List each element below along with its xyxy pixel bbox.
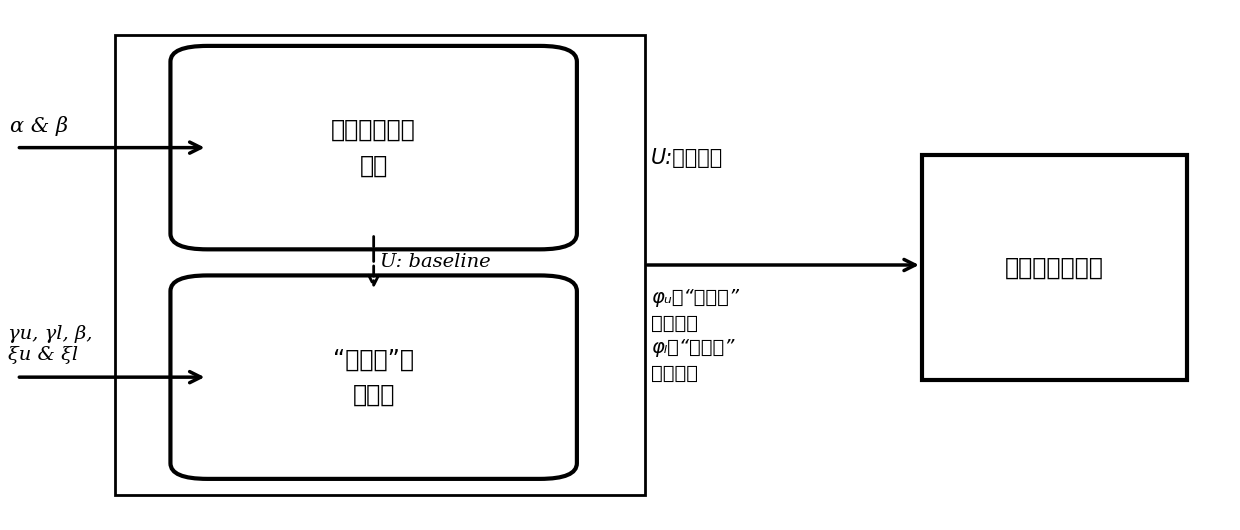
Text: φᵤ：“灵活性”
容量上限
φₗ：“灵活性”
容量下限: φᵤ：“灵活性” 容量上限 φₗ：“灵活性” 容量下限 [651,288,739,383]
Text: 微电网管理中心: 微电网管理中心 [1004,255,1104,280]
FancyBboxPatch shape [921,155,1187,380]
Text: 基本功率优化
模型: 基本功率优化 模型 [331,118,417,178]
FancyBboxPatch shape [170,46,577,249]
Text: “灵活性”优
化模型: “灵活性”优 化模型 [334,348,414,407]
Text: U:基本功率: U:基本功率 [651,148,723,169]
Text: α & β: α & β [10,116,68,136]
FancyBboxPatch shape [115,36,645,494]
Text: γu, γl, β,
ξu & ξl: γu, γl, β, ξu & ξl [7,325,92,364]
Text: U: baseline: U: baseline [379,253,491,271]
FancyBboxPatch shape [170,276,577,479]
